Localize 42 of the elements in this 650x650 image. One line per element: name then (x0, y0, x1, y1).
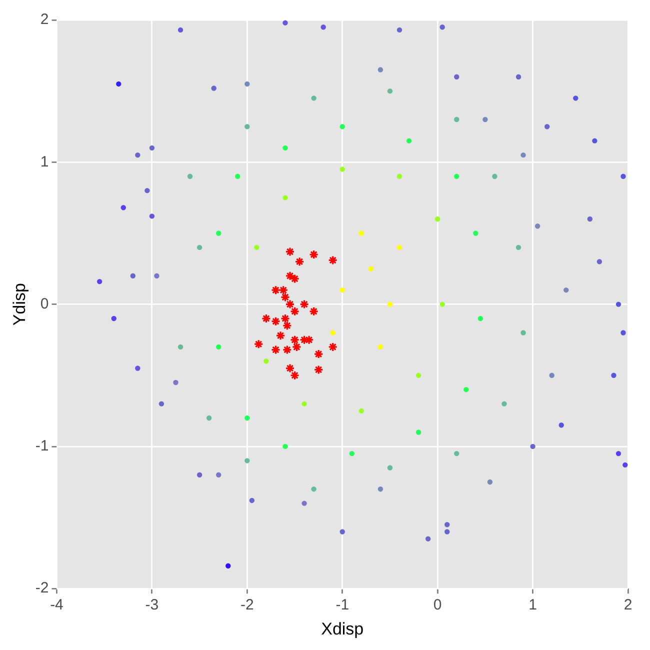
point (309, 306, 319, 316)
y-tick-label: -1 (35, 438, 49, 455)
point (292, 342, 302, 352)
point (270, 316, 281, 326)
point (280, 314, 290, 324)
point (314, 364, 324, 374)
point (328, 342, 338, 352)
point (270, 344, 281, 355)
point (294, 256, 304, 266)
x-tick-label: 2 (624, 596, 632, 614)
point (290, 370, 300, 380)
point (285, 246, 295, 257)
point (280, 292, 290, 302)
point (314, 349, 324, 359)
y-tick-label: 1 (40, 153, 49, 170)
y-axis-title: Ydisp (10, 283, 29, 326)
x-tick-label: 0 (433, 596, 442, 614)
point (254, 339, 264, 349)
point (270, 285, 281, 295)
x-tick-label: -1 (336, 596, 350, 614)
x-tick-label: 1 (528, 596, 537, 614)
x-tick-label: -3 (145, 596, 159, 614)
y-tick-label: 2 (40, 11, 49, 28)
point (328, 255, 338, 266)
point (299, 300, 310, 310)
point (299, 335, 310, 345)
x-tick-label: -4 (50, 596, 64, 614)
point (285, 300, 295, 310)
x-tick-label: -2 (240, 596, 254, 614)
y-tick-label: 0 (40, 295, 49, 312)
point (309, 250, 319, 260)
point (261, 314, 271, 324)
point (282, 320, 292, 330)
point (276, 330, 286, 340)
point (290, 335, 300, 345)
point (278, 285, 288, 295)
point (290, 306, 300, 316)
y-tick-label: -2 (35, 580, 49, 597)
x-axis-title: Xdisp (321, 619, 364, 638)
point (285, 363, 295, 374)
point (282, 344, 292, 355)
point (304, 335, 314, 345)
